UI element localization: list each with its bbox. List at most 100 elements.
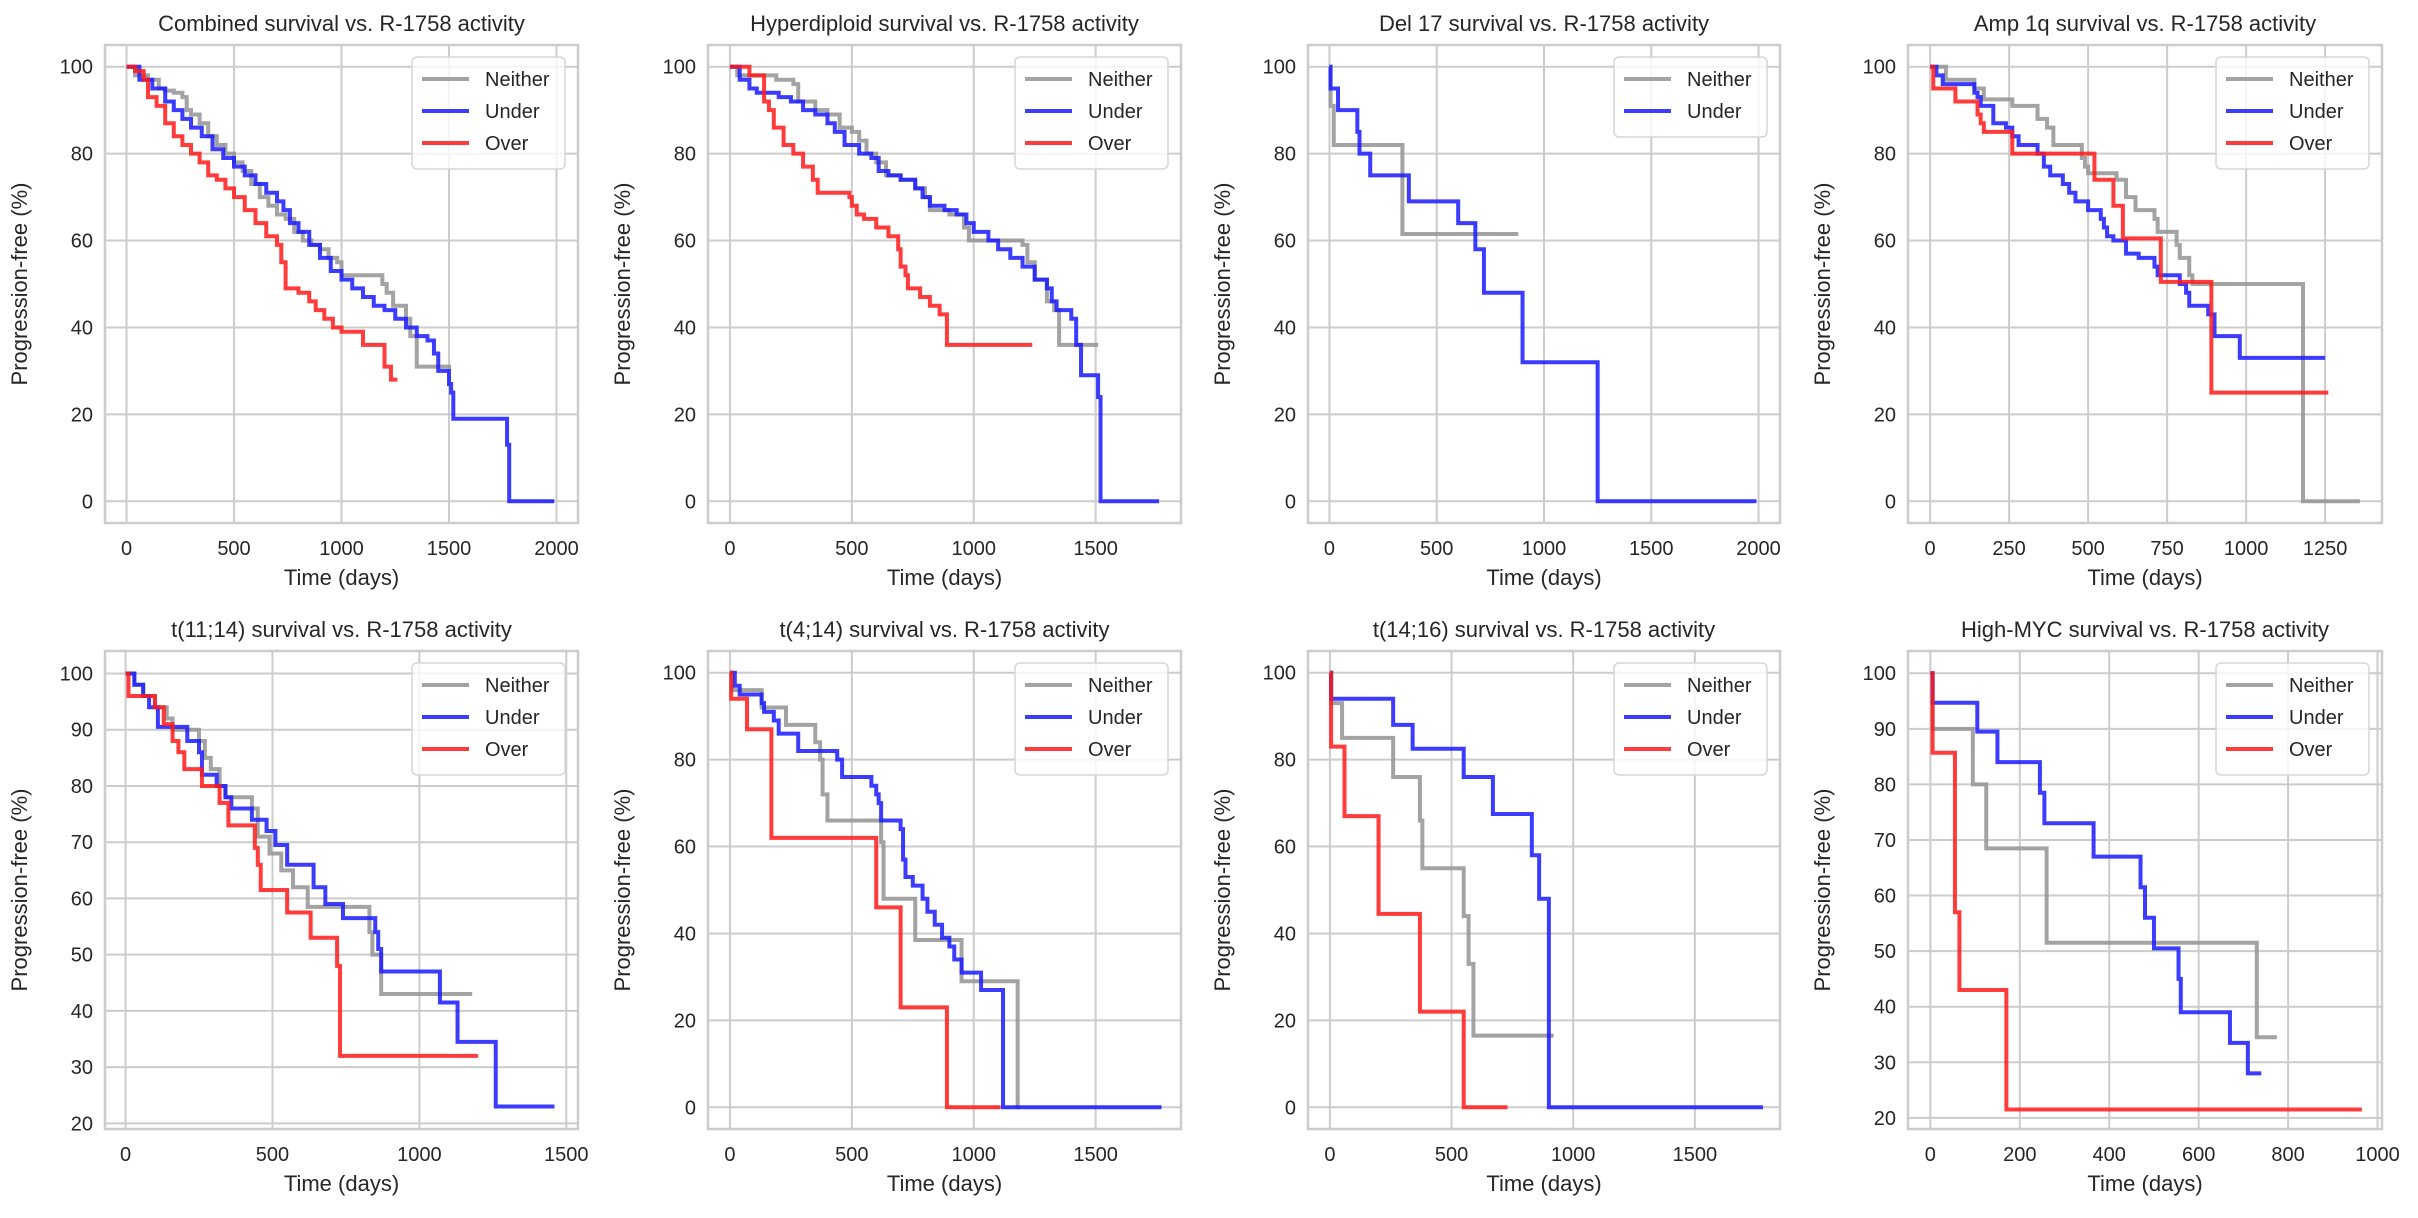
y-tick-label: 50	[1874, 941, 1896, 963]
series-line-over	[729, 64, 1033, 347]
x-tick-label: 500	[256, 1144, 289, 1166]
x-tick-label: 1000	[2355, 1144, 2400, 1166]
axes-frame	[1306, 649, 1782, 1131]
x-axis-label: Time (days)	[2087, 565, 2202, 590]
x-tick-label: 1000	[319, 538, 364, 560]
y-tick-label: 100	[60, 663, 93, 685]
y-tick-label: 90	[1874, 719, 1896, 741]
legend: Neither Under Over	[1014, 56, 1169, 170]
legend: Neither Under Over	[2215, 662, 2370, 776]
x-axis-label: Time (days)	[887, 565, 1002, 590]
x-tick-label: 1500	[1073, 1144, 1118, 1166]
legend-label-neither: Neither	[485, 69, 550, 91]
x-tick-label: 1500	[427, 538, 472, 560]
legend-label-under: Under	[2289, 707, 2344, 729]
legend-label-under: Under	[485, 101, 540, 123]
x-tick-label: 0	[724, 1144, 735, 1166]
chart-title: Combined survival vs. R-1758 activity	[158, 11, 525, 36]
x-tick-label: 200	[2003, 1144, 2036, 1166]
x-tick-label: 2000	[1736, 538, 1781, 560]
series-line-over	[1329, 670, 1508, 1110]
x-tick-label: 500	[835, 1144, 868, 1166]
series-line-neither	[1329, 670, 1554, 1038]
x-tick-label: 500	[2071, 538, 2104, 560]
y-tick-label: 100	[60, 57, 93, 79]
chart-title: t(11;14) survival vs. R-1758 activity	[171, 617, 512, 642]
subplot-5: 0 500 1000 1500 20 30 40 50 60 70 80 90 100 t(11;14) …	[7, 617, 588, 1196]
y-axis-label: Progression-free (%)	[1810, 183, 1835, 386]
legend-label-over: Over	[1687, 739, 1731, 761]
x-tick-label: 1500	[1629, 538, 1674, 560]
legend-label-neither: Neither	[2289, 69, 2354, 91]
y-axis-label: Progression-free (%)	[1210, 183, 1235, 386]
y-tick-label: 100	[1863, 57, 1896, 79]
y-axis-label: Progression-free (%)	[1210, 789, 1235, 992]
axes-frame	[1906, 43, 2384, 525]
x-tick-label: 1500	[1673, 1144, 1718, 1166]
x-tick-label: 800	[2271, 1144, 2304, 1166]
y-tick-label: 100	[663, 663, 696, 685]
axes-frame	[1306, 43, 1782, 525]
series-group	[1328, 64, 1757, 504]
y-tick-label: 40	[1274, 317, 1296, 339]
legend: Neither Under Over	[1613, 662, 1768, 776]
axes-frame	[706, 649, 1183, 1131]
x-tick-label: 400	[2093, 1144, 2126, 1166]
series-line-under	[1329, 670, 1763, 1110]
legend-label-under: Under	[485, 707, 540, 729]
y-tick-label: 0	[1885, 491, 1896, 513]
legend-label-over: Over	[485, 739, 529, 761]
y-tick-label: 80	[1274, 144, 1296, 166]
x-tick-label: 0	[1925, 1144, 1936, 1166]
y-tick-label: 60	[71, 231, 93, 253]
x-axis-label: Time (days)	[2087, 1171, 2202, 1196]
y-tick-label: 80	[1874, 144, 1896, 166]
y-tick-label: 100	[1263, 663, 1296, 685]
y-tick-label: 40	[1874, 997, 1896, 1019]
x-axis-label: Time (days)	[1486, 565, 1601, 590]
chart-title: t(14;16) survival vs. R-1758 activity	[1373, 617, 1715, 642]
series-line-under	[1930, 671, 2262, 1076]
grid	[1908, 45, 2382, 523]
series-group	[1329, 670, 1763, 1110]
subplot-7: 0 500 1000 1500 0 20 40 60 80 100 t(14;16) surviva…	[1210, 617, 1782, 1196]
series-line-over	[729, 670, 1001, 1110]
y-tick-label: 100	[1863, 663, 1896, 685]
x-tick-label: 1000	[2224, 538, 2269, 560]
y-tick-label: 30	[71, 1057, 93, 1079]
y-axis-label: Progression-free (%)	[7, 789, 32, 992]
legend: Neither Under Over	[411, 662, 566, 776]
x-tick-label: 0	[121, 538, 132, 560]
y-tick-label: 90	[71, 720, 93, 742]
y-tick-label: 60	[1274, 231, 1296, 253]
legend-label-over: Over	[1088, 133, 1132, 155]
y-tick-label: 80	[674, 144, 696, 166]
y-axis-label: Progression-free (%)	[1810, 789, 1835, 992]
legend-label-neither: Neither	[2289, 675, 2354, 697]
x-tick-label: 0	[1324, 1144, 1335, 1166]
legend: Neither Under Over	[2215, 56, 2370, 170]
legend-label-neither: Neither	[1687, 69, 1752, 91]
series-line-over	[126, 64, 398, 382]
y-axis-label: Progression-free (%)	[7, 183, 32, 386]
y-tick-label: 60	[1274, 837, 1296, 859]
y-tick-label: 60	[674, 231, 696, 253]
x-tick-label: 1000	[952, 1144, 997, 1166]
series-group	[729, 670, 1162, 1110]
legend-label-neither: Neither	[485, 675, 550, 697]
x-tick-label: 1250	[2303, 538, 2348, 560]
x-tick-label: 1500	[544, 1144, 589, 1166]
y-tick-label: 40	[71, 317, 93, 339]
x-tick-label: 0	[1925, 538, 1936, 560]
series-line-under	[729, 670, 1162, 1110]
x-tick-label: 750	[2150, 538, 2183, 560]
chart-title: Del 17 survival vs. R-1758 activity	[1379, 11, 1709, 36]
x-axis-label: Time (days)	[284, 565, 399, 590]
series-group	[1930, 671, 2362, 1112]
y-tick-label: 20	[1874, 1108, 1896, 1130]
series-line-over	[1930, 64, 2329, 395]
x-axis-label: Time (days)	[1486, 1171, 1601, 1196]
axes-frame	[103, 649, 580, 1131]
series-line-over	[125, 671, 479, 1058]
